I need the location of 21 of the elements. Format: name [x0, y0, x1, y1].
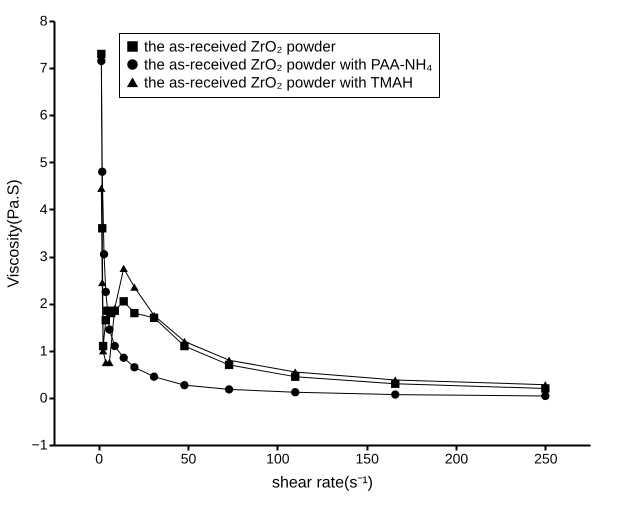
x-tick-label: 150: [355, 450, 380, 466]
x-tick-label: 100: [266, 450, 290, 466]
y-tick-label: −1: [32, 436, 48, 452]
legend-label: the as-received ZrO₂ powder: [144, 38, 336, 56]
x-tick-label: 50: [180, 450, 196, 466]
y-tick-label: 4: [40, 200, 48, 217]
y-tick-label: 1: [40, 342, 48, 358]
y-tick-label: 8: [40, 12, 48, 28]
x-tick-label: 200: [444, 450, 468, 466]
y-axis-title: Viscosity(Pa.S): [6, 179, 23, 288]
x-axis-title: shear rate(s⁻¹): [272, 474, 374, 492]
y-tick-label: 5: [40, 154, 48, 170]
y-tick-label: 0: [40, 389, 48, 406]
legend-label: the as-received ZrO₂ powder with TMAH: [144, 74, 413, 92]
y-tick-label: 3: [40, 248, 48, 264]
x-tick-label: 0: [95, 450, 104, 466]
y-tick-label: 7: [40, 60, 48, 76]
legend-label: the as-received ZrO₂ powder with PAA-NH₄: [144, 56, 432, 74]
y-tick-label: 2: [40, 295, 48, 312]
y-tick-label: 6: [40, 106, 48, 123]
x-tick-label: 250: [534, 450, 558, 466]
